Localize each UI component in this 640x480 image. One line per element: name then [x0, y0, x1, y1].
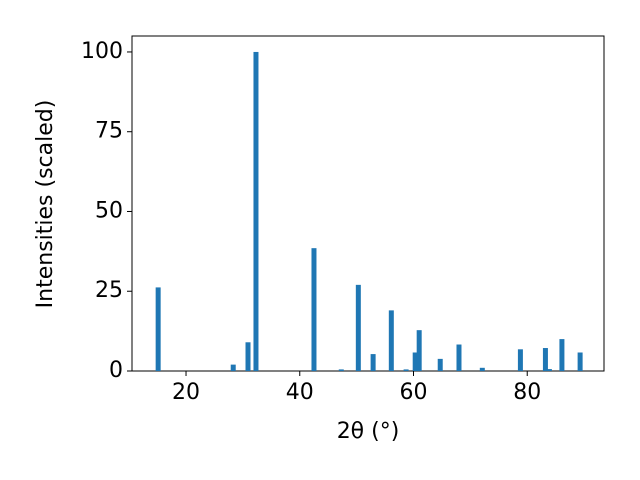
- plot-frame: [131, 35, 605, 372]
- x-tick-label: 80: [513, 380, 541, 405]
- bar: [403, 369, 409, 371]
- x-axis-label: 2θ (°): [337, 419, 400, 444]
- bar: [416, 330, 422, 371]
- bar: [577, 352, 583, 371]
- y-tick-label: 50: [95, 198, 123, 223]
- bar: [155, 287, 161, 371]
- bar: [311, 248, 317, 371]
- y-axis-label: Intensities (scaled): [33, 100, 58, 309]
- bar: [388, 310, 394, 371]
- bar: [245, 342, 251, 371]
- bar: [370, 354, 376, 371]
- bar: [338, 369, 344, 371]
- bar: [253, 51, 259, 371]
- y-tick-label: 100: [81, 39, 123, 64]
- bar: [479, 367, 485, 371]
- x-tick-label: 20: [172, 380, 200, 405]
- x-tick-label: 40: [286, 380, 314, 405]
- bar: [456, 344, 462, 371]
- y-tick-label: 75: [95, 119, 123, 144]
- bar: [355, 284, 361, 371]
- bar: [559, 339, 565, 371]
- bar: [542, 348, 548, 371]
- bar: [230, 364, 236, 371]
- x-tick-label: 60: [399, 380, 427, 405]
- bar: [412, 352, 418, 371]
- bar: [517, 349, 523, 371]
- bar: [546, 369, 552, 371]
- bar: [437, 358, 443, 371]
- y-tick-label: 25: [95, 278, 123, 303]
- y-tick-label: 0: [109, 358, 123, 383]
